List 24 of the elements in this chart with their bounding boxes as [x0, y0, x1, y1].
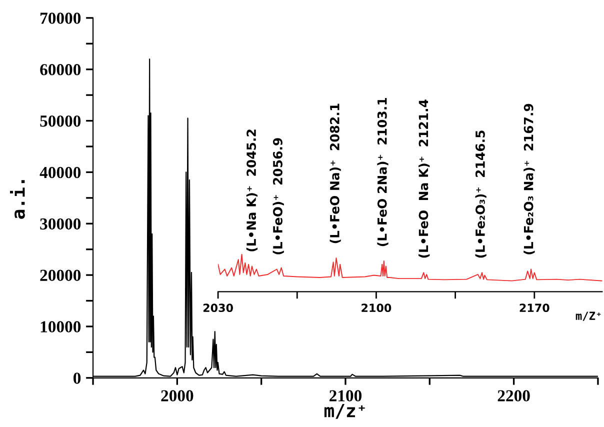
- y-tick-label: 50000: [40, 115, 81, 127]
- annotation: (L•Fe₂O₃ Na)⁺ 2167.9: [524, 104, 535, 254]
- annotation: (L•Fe₂O₃)⁺ 2146.5: [475, 130, 486, 258]
- y-tick-label: 40000: [40, 166, 81, 178]
- y-tick-label: 10000: [40, 321, 81, 332]
- annotation: (L•FeO)⁺ 2056.9: [272, 138, 284, 254]
- x-axis-title: m/z⁺: [324, 404, 365, 419]
- x-tick-label: 2000: [161, 390, 194, 402]
- y-tick-label: 30000: [40, 218, 81, 230]
- y-tick-label: 60000: [40, 64, 81, 76]
- x-tick-label: 2030: [203, 304, 233, 312]
- y-tick-label: 0: [74, 372, 81, 384]
- x-tick-label: 2100: [330, 390, 362, 402]
- y-axis-title: a.i.: [10, 180, 25, 219]
- x-tick-label: 2170: [520, 304, 550, 312]
- annotation: (L•FeO Na K)⁺ 2121.4: [418, 100, 430, 258]
- x-tick-label: 2100: [362, 304, 392, 312]
- annotation: (L•FeO 2Na)⁺ 2103.1: [377, 98, 388, 246]
- annotation: (L•Na K)⁺ 2045.2: [246, 130, 258, 252]
- x-axis-title: m/Z⁺: [576, 312, 601, 321]
- y-tick-label: 70000: [40, 12, 81, 24]
- y-tick-label: 20000: [40, 270, 81, 281]
- annotation: (L•FeO Na)⁺ 2082.1: [330, 104, 341, 244]
- x-tick-label: 2200: [498, 390, 530, 402]
